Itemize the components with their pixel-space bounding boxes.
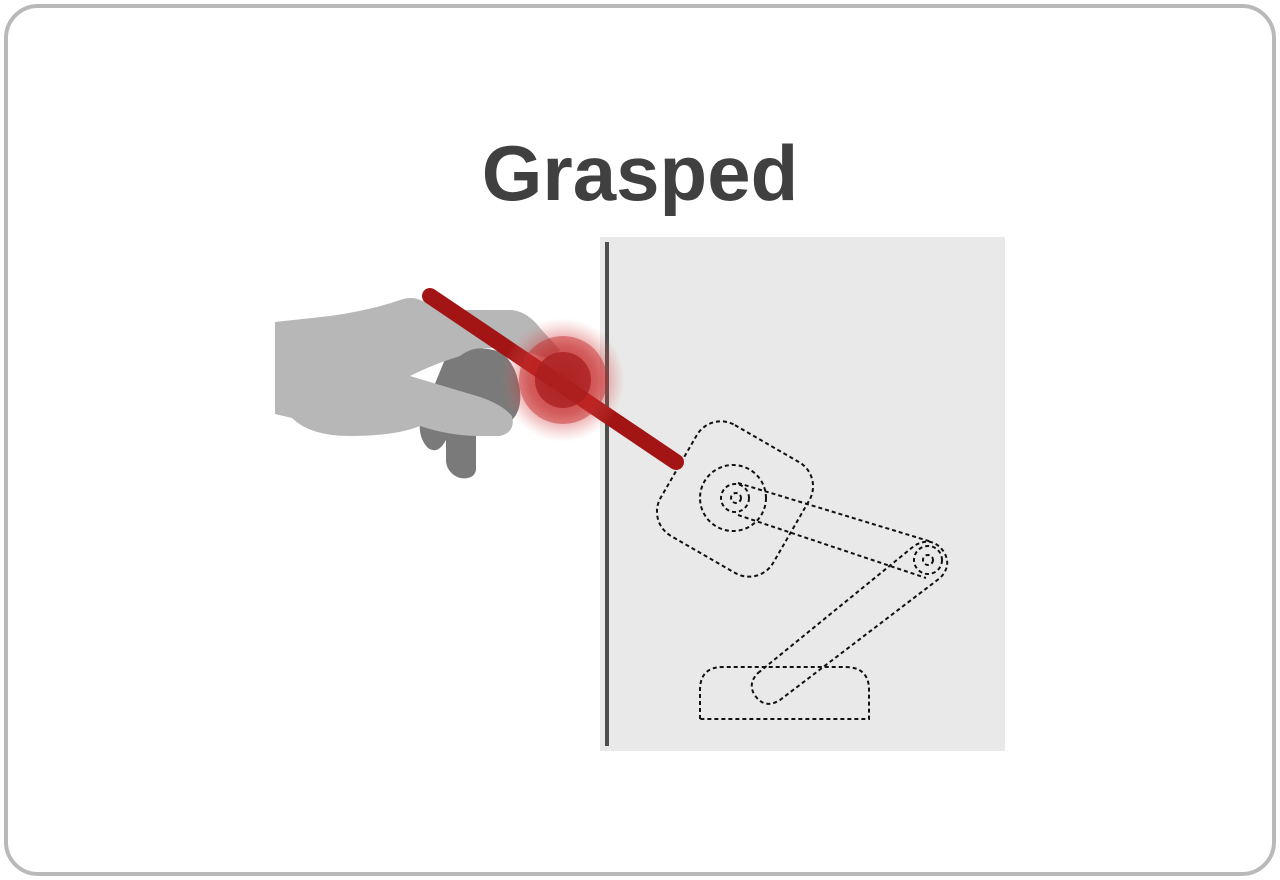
panel-edge bbox=[605, 242, 609, 746]
robot-wrist-ring bbox=[720, 483, 750, 513]
robot-base bbox=[699, 666, 870, 720]
panel-surface bbox=[600, 237, 1005, 751]
robot-wrist-joint bbox=[699, 464, 767, 532]
state-title: Grasped bbox=[481, 129, 799, 217]
grasp-glow-core bbox=[535, 352, 591, 408]
robot-wrist-pin bbox=[730, 492, 742, 504]
robot-elbow-pin bbox=[922, 554, 934, 566]
grasp-point-icon bbox=[501, 318, 625, 442]
display-panel bbox=[600, 237, 1005, 751]
robot-elbow-joint bbox=[913, 545, 943, 575]
robot-upper-link bbox=[737, 482, 933, 579]
